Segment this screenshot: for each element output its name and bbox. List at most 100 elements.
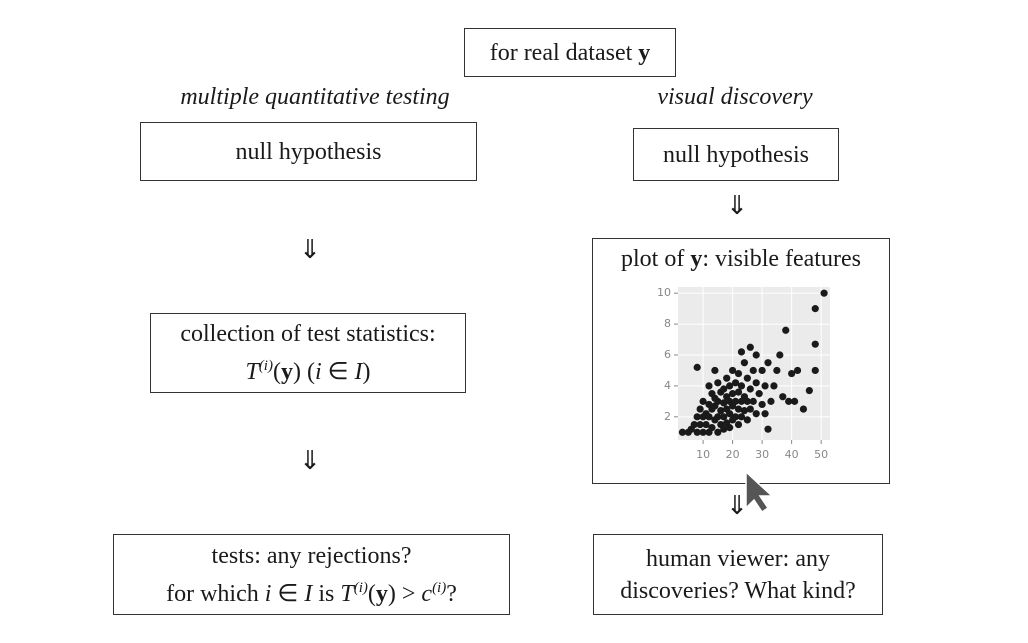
left-heading: multiple quantitative testing (180, 84, 450, 110)
point (696, 405, 704, 413)
point (790, 397, 799, 405)
box-text: tests: any rejections? (211, 542, 412, 569)
point (746, 343, 754, 351)
statistics-box: collection of test statistics: T(i)(y) (… (150, 313, 466, 393)
point (758, 366, 766, 375)
box-text: discoveries? What kind? (620, 577, 856, 604)
point (720, 399, 728, 407)
point (746, 405, 754, 413)
text-run: y (375, 580, 388, 607)
point (740, 359, 749, 367)
text-run: T (245, 359, 259, 385)
plot-box: plot of y: visible features (592, 238, 890, 484)
y-tick-label: 6 (664, 348, 671, 361)
dataset-label: for real dataset y (490, 37, 651, 69)
point (793, 366, 802, 375)
point (690, 420, 698, 429)
text-run: for real dataset (489, 39, 639, 66)
point (729, 390, 737, 398)
point (805, 386, 813, 395)
viewer-box: human viewer: any discoveries? What kind… (593, 534, 883, 615)
text-run: : visible features (702, 246, 861, 272)
point (773, 366, 781, 375)
x-tick-label: 40 (785, 448, 799, 461)
point (811, 305, 819, 313)
right-null-box: null hypothesis (633, 128, 839, 181)
point (758, 400, 766, 409)
point (705, 413, 713, 421)
point (714, 413, 722, 421)
point (740, 407, 749, 415)
point (743, 416, 751, 424)
left-null-box: null hypothesis (140, 122, 477, 181)
text-run: i (314, 359, 322, 385)
text-run: y (638, 39, 651, 66)
text-run: y (280, 359, 293, 385)
point (737, 382, 746, 390)
text-run: (i) (432, 579, 447, 596)
arrow: ⇓ (299, 235, 321, 264)
point (743, 374, 751, 382)
point (734, 388, 743, 396)
point (723, 374, 731, 382)
text-run: ) (362, 359, 371, 385)
point (746, 385, 754, 393)
tests-box: tests: any rejections? for which i ∈ I i… (113, 534, 510, 615)
text-run: ∈ (321, 359, 355, 385)
point (731, 397, 740, 405)
text-run: plot of (621, 246, 691, 272)
box-math: for which i ∈ I is T(i)(y) > c(i)? (166, 572, 457, 610)
point (734, 405, 743, 413)
point (761, 382, 769, 390)
point (752, 351, 760, 359)
point (767, 397, 775, 405)
cursor (745, 470, 774, 514)
point (764, 425, 772, 433)
text-run: (i) (353, 579, 368, 596)
text-run: ( (367, 580, 376, 607)
point (785, 397, 793, 405)
point (702, 420, 710, 429)
dataset-box: for real dataset y (464, 28, 676, 77)
point (749, 397, 757, 405)
point (776, 351, 784, 359)
point (820, 289, 828, 297)
y-tick-label: 8 (664, 317, 671, 330)
point (720, 425, 728, 433)
text-run: ? (446, 580, 457, 607)
text-run: I (304, 580, 313, 607)
point (678, 428, 687, 436)
point (782, 326, 790, 334)
point (764, 359, 772, 367)
text-run: i (264, 580, 272, 607)
text-run: ( (272, 359, 281, 385)
point (699, 428, 707, 436)
y-tick-label: 10 (657, 286, 671, 299)
point (714, 428, 722, 436)
point (729, 366, 737, 375)
box-text: collection of test statistics: (180, 321, 436, 347)
point (705, 382, 713, 390)
right-heading: visual discovery (657, 84, 813, 110)
point (749, 366, 757, 375)
point (752, 410, 760, 418)
arrow: ⇓ (726, 191, 748, 220)
text-run: ) ( (292, 359, 315, 385)
point (743, 397, 751, 405)
point (734, 369, 743, 378)
x-tick-label: 20 (726, 448, 740, 461)
text-run: is (312, 580, 341, 607)
x-tick-label: 30 (755, 448, 769, 461)
point (711, 366, 719, 375)
point (693, 363, 701, 371)
text-run: T (340, 580, 354, 607)
point (720, 413, 728, 421)
point (779, 393, 787, 401)
point (696, 420, 704, 429)
point (693, 413, 701, 421)
point (714, 379, 722, 387)
point (770, 382, 778, 390)
point (788, 369, 796, 378)
point (726, 410, 734, 418)
point (755, 390, 763, 398)
